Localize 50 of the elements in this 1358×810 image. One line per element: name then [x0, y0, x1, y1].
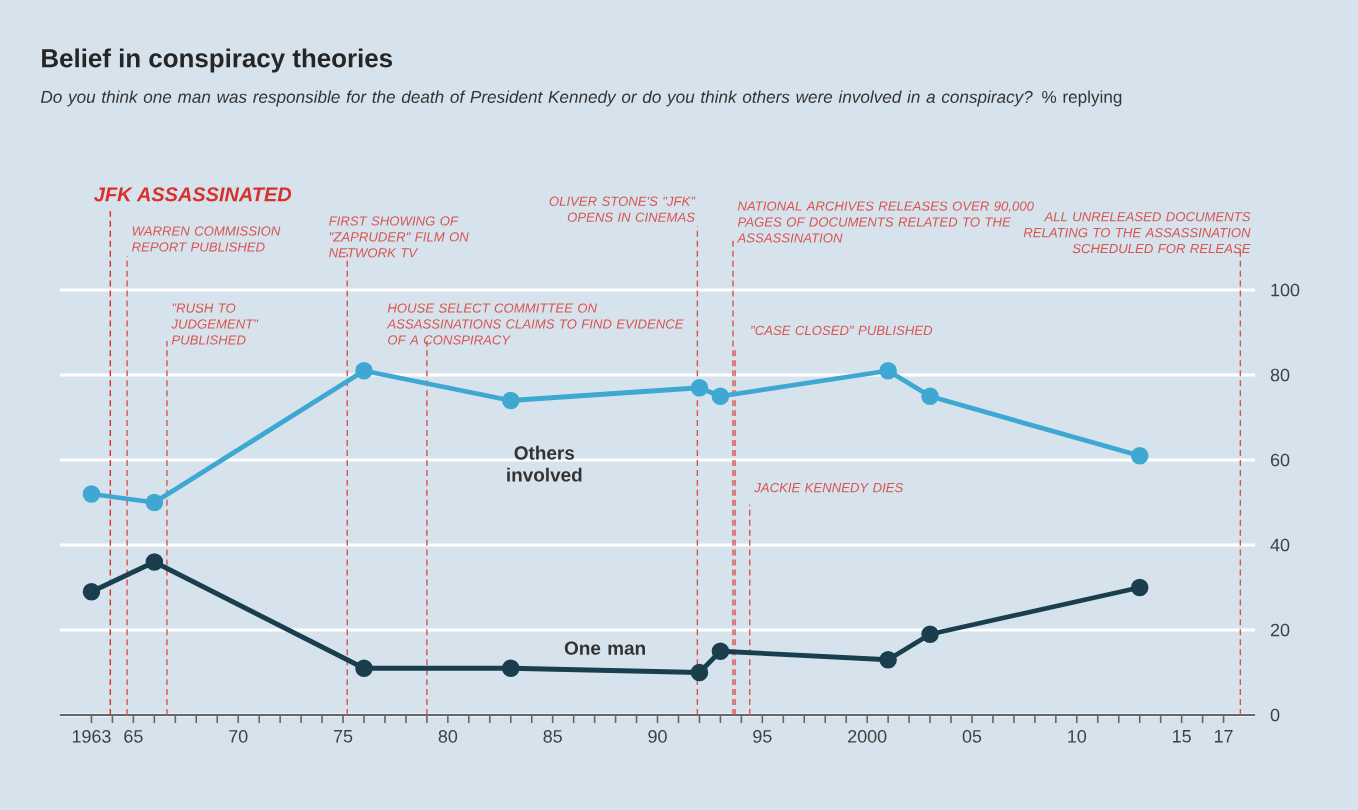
y-tick-label: 100 — [1271, 283, 1300, 297]
point — [145, 493, 164, 512]
ref-line-label: "RUSH TO JUDGEMENT" PUBLISHED — [171, 303, 259, 345]
text: Others involved — [507, 445, 582, 482]
chart-title: Belief in conspiracy theories — [42, 48, 393, 73]
ref-line-label: FIRST SHOWING OF "ZAPRUDER" FILM ON NETWORK TV — [329, 216, 469, 258]
x-tick-label: 65 — [124, 730, 143, 743]
x-tick-label: 15 — [1173, 730, 1191, 743]
ref-line-label: "CASE CLOSED" PUBLISHED — [751, 325, 933, 336]
point — [502, 659, 520, 678]
x-tick-label: 10 — [1068, 730, 1087, 743]
ref-line-label: JACKIE KENNEDY DIES — [754, 482, 904, 493]
y-tick-label: 60 — [1270, 453, 1290, 467]
point — [690, 378, 709, 397]
x-tick-label: 2000 — [848, 730, 887, 743]
point — [355, 361, 373, 380]
point — [145, 553, 164, 571]
point — [690, 663, 709, 682]
point — [1130, 446, 1149, 465]
ref-line-label: ALL UNRELEASED DOCUMENTS RELATING TO THE ASSASSINATION SCHEDULED FOR RELEASE — [1023, 212, 1251, 254]
ref-line-label: OLIVER STONE'S "JFK" OPENS IN CINEMAS — [549, 196, 696, 222]
ref-line-label: WARREN COMMISSION REPORT PUBLISHED — [131, 226, 281, 252]
series-label: One man — [564, 641, 645, 655]
x-tick-label: 17 — [1214, 730, 1233, 743]
point — [921, 625, 939, 644]
point — [711, 387, 730, 406]
x-tick-label: 70 — [229, 730, 248, 743]
ref-line-label: HOUSE SELECT COMMITTEE ON ASSASSINATIONS CLAIMS TO FIND EVIDENCE OF A CONSPIRACY — [386, 303, 684, 345]
y-tick-label: 40 — [1270, 538, 1290, 552]
y-tick-label: 80 — [1270, 368, 1290, 382]
x-tick-label: 90 — [648, 730, 667, 743]
x-tick-label: 75 — [333, 730, 353, 743]
point — [879, 650, 897, 669]
ref-line-label: JFK ASSASSINATED — [94, 187, 292, 202]
point — [921, 387, 939, 406]
x-tick-label: 1963 — [72, 730, 111, 743]
point — [711, 642, 730, 661]
x-tick-label: 95 — [753, 730, 772, 743]
x-tick-label: 05 — [962, 730, 982, 743]
point — [879, 361, 897, 380]
point — [502, 391, 520, 410]
x-tick-label: 80 — [438, 730, 458, 743]
y-tick-label: 20 — [1270, 623, 1290, 637]
y-tick-label: 0 — [1270, 708, 1280, 722]
point — [82, 582, 101, 601]
point — [1130, 578, 1149, 597]
point — [355, 659, 373, 678]
x-tick-label: 85 — [543, 730, 562, 743]
point — [82, 485, 101, 503]
chart-subtitle: Do you think one man was responsible for the death of President Kennedy or do you think others were involved in a conspiracy? % replying — [40, 90, 1122, 107]
